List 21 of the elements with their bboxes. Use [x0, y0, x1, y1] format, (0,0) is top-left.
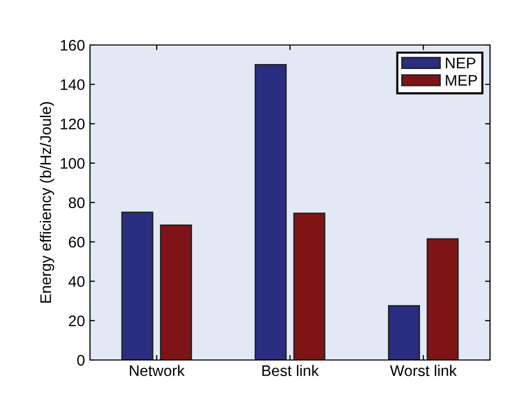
y-tick-label: 40 [68, 276, 85, 287]
x-tick-label: Network [130, 364, 185, 376]
y-tick-label: 160 [60, 40, 85, 51]
y-tick-label: 0 [77, 354, 85, 366]
x-tick-label: Best link [262, 364, 319, 376]
y-tick-label: 100 [60, 158, 85, 169]
bar [293, 212, 326, 360]
y-tick-label: 60 [68, 236, 85, 248]
y-tick-label: 80 [68, 197, 85, 208]
legend-label: MEP [446, 75, 477, 86]
y-tick-label: 20 [68, 315, 85, 326]
bar [388, 305, 420, 360]
legend-label: NEP [446, 58, 476, 68]
y-axis-title: Energy efficiency (b/Hz/Joule) [40, 102, 54, 303]
bar [121, 212, 154, 360]
x-tick-label: Worst link [390, 364, 457, 376]
y-tick-label: 140 [60, 79, 85, 90]
bar [160, 224, 192, 360]
bar [254, 64, 287, 360]
y-tick-label: 120 [60, 118, 85, 130]
bar [426, 238, 459, 360]
